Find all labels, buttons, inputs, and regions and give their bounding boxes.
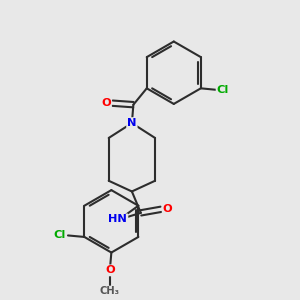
Text: HN: HN (109, 214, 128, 224)
Text: O: O (105, 266, 115, 275)
Text: O: O (163, 204, 172, 214)
Text: Cl: Cl (53, 230, 66, 241)
Text: Cl: Cl (217, 85, 229, 95)
Text: CH₃: CH₃ (100, 286, 120, 296)
Text: N: N (127, 118, 136, 128)
Text: O: O (101, 98, 111, 108)
